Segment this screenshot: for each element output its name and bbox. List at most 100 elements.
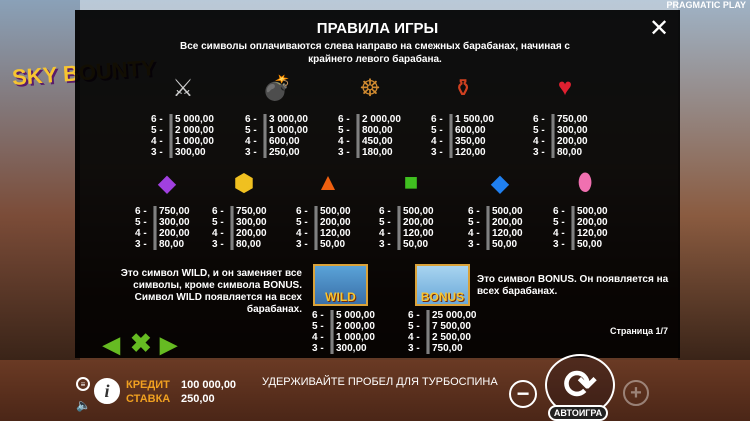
symbol-count: 6 - [468,206,480,217]
symbol-count: 4 - [468,228,480,239]
payout-value: 300,00 [557,125,588,136]
divider [330,332,334,343]
divider [551,147,555,158]
rules-title: ПРАВИЛА ИГРЫ [316,20,439,37]
divider [169,147,173,158]
divider [153,217,157,228]
paytable-row: 5 - 800,00 [338,125,401,136]
payout-value: 250,00 [269,147,300,158]
symbol-count: 3 - [245,147,257,158]
paytable-row: 6 - 5 000,00 [151,114,214,125]
divider [571,239,575,250]
divider [449,147,453,158]
wild-description: Это символ WILD, и он заменяет все симво… [120,268,302,315]
symbol-count: 6 - [338,114,350,125]
payout-value: 200,00 [492,217,523,228]
divider [571,206,575,217]
purple-gem-icon: ◆ [157,169,177,197]
divider [314,228,318,239]
payout-value: 500,00 [577,206,608,217]
game-background-left [0,0,80,360]
payout-value: 5 000,00 [175,114,214,125]
close-button[interactable]: ✕ [648,15,670,42]
payout-value: 120,00 [455,147,486,158]
bottom-bar: ≡ 🔈 i КРЕДИТ СТАВКА 100 000,00 250,00 УД… [0,354,750,421]
symbol-count: 6 - [245,114,257,125]
symbol-count: 5 - [245,125,257,136]
divider [486,239,490,250]
payout-value: 120,00 [403,228,434,239]
paytable-row: 3 - 50,00 [379,239,434,250]
symbol-count: 3 - [296,239,308,250]
symbol-count: 3 - [151,147,163,158]
divider [330,321,334,332]
paytable-row: 4 - 120,00 [553,228,608,239]
payout-value: 1 500,00 [455,114,494,125]
symbol-count: 3 - [135,239,147,250]
symbol-count: 3 - [312,343,324,354]
payout-value: 5 000,00 [336,310,375,321]
divider [153,239,157,250]
payout-value: 600,00 [269,136,300,147]
paytable: 6 - 500,00 5 - 200,00 4 - 120,00 3 - 50,00 [553,206,608,250]
menu-icon[interactable]: ≡ [76,377,90,391]
divider [449,114,453,125]
payout-value: 300,00 [336,343,367,354]
symbol-count: 3 - [338,147,350,158]
divider [486,217,490,228]
prev-page-button[interactable]: ◀ [103,332,120,357]
symbol-count: 4 - [151,136,163,147]
divider [397,217,401,228]
divider [314,217,318,228]
symbol-count: 6 - [296,206,308,217]
divider [356,147,360,158]
close-rules-x-button[interactable]: ✖ [130,328,152,358]
sound-icon[interactable]: 🔈 [76,398,91,412]
paytable-row: 4 - 120,00 [468,228,523,239]
payout-value: 2 000,00 [362,114,401,125]
payout-value: 750,00 [432,343,463,354]
paytable: 6 - 750,00 5 - 300,00 4 - 200,00 3 - 80,00 [135,206,190,250]
paytable-row: 3 - 80,00 [533,147,588,158]
symbol-count: 4 - [296,228,308,239]
game-background-right [678,0,750,360]
payout-value: 2 500,00 [432,332,471,343]
payout-value: 50,00 [320,239,346,250]
symbol-count: 3 - [533,147,545,158]
payout-value: 500,00 [492,206,523,217]
divider [356,136,360,147]
paytable-row: 4 - 2 500,00 [408,332,477,343]
paytable-row: 4 - 1 000,00 [151,136,214,147]
divider [426,343,430,354]
symbol-count: 5 - [408,321,420,332]
payout-value: 500,00 [403,206,434,217]
divider [230,228,234,239]
payout-value: 25 000,00 [432,310,477,321]
autoplay-button[interactable]: АВТОИГРА [548,405,608,421]
paytable-row: 5 - 200,00 [296,217,351,228]
paytable-row: 6 - 500,00 [468,206,523,217]
info-button[interactable]: i [94,378,120,404]
symbol-count: 4 - [431,136,443,147]
paytable-row: 4 - 200,00 [212,228,267,239]
divider [314,239,318,250]
payout-value: 1 000,00 [336,332,375,343]
paytable-row: 5 - 2 000,00 [312,321,375,332]
paytable-row: 6 - 500,00 [296,206,351,217]
divider [263,125,267,136]
divider [571,228,575,239]
divider [230,206,234,217]
increase-bet-button[interactable]: + [623,380,649,406]
next-page-button[interactable]: ▶ [160,332,177,357]
paytable-row: 3 - 300,00 [312,343,375,354]
paytable: 6 - 2 000,00 5 - 800,00 4 - 450,00 3 - 180,00 [338,114,401,158]
orange-gem-icon: ▲ [316,169,340,196]
paytable-row: 6 - 25 000,00 [408,310,477,321]
payout-value: 2 000,00 [175,125,214,136]
symbol-count: 4 - [245,136,257,147]
decrease-bet-button[interactable]: − [509,380,537,408]
paytable-row: 4 - 1 000,00 [312,332,375,343]
symbol-count: 3 - [468,239,480,250]
paytable-row: 6 - 750,00 [135,206,190,217]
symbol-count: 4 - [312,332,324,343]
